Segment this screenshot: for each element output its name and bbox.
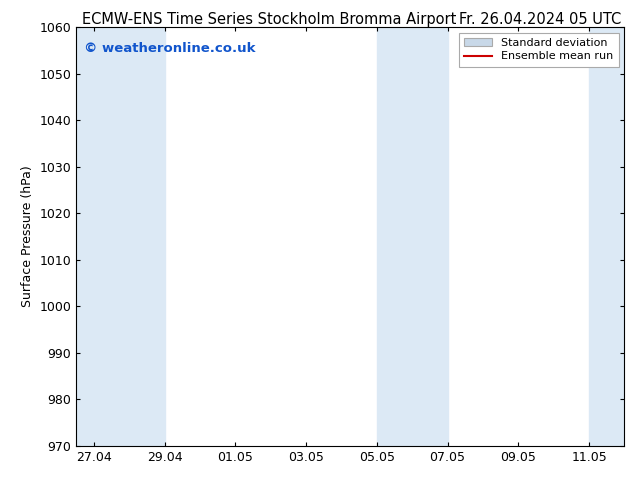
Text: Fr. 26.04.2024 05 UTC: Fr. 26.04.2024 05 UTC [459,12,621,27]
Text: ECMW-ENS Time Series Stockholm Bromma Airport: ECMW-ENS Time Series Stockholm Bromma Ai… [82,12,456,27]
Bar [589,27,624,446]
Text: © weatheronline.co.uk: © weatheronline.co.uk [84,42,256,54]
Bar [76,27,165,446]
Legend: Standard deviation, Ensemble mean run: Standard deviation, Ensemble mean run [459,32,619,67]
Bar [377,27,448,446]
Y-axis label: Surface Pressure (hPa): Surface Pressure (hPa) [21,166,34,307]
